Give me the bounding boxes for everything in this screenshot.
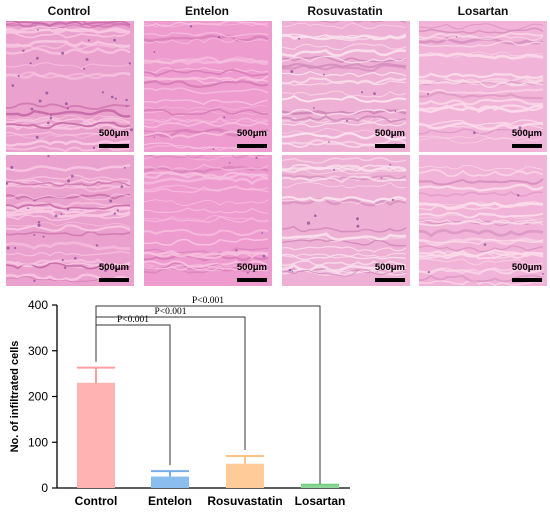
- histology-panel-control-1: 500μm: [6, 21, 134, 152]
- scale-label: 500μm: [98, 262, 129, 273]
- y-tick-label: 0: [41, 481, 48, 495]
- histology-panel-losartan-2: 500μm: [419, 155, 547, 286]
- scale-label: 500μm: [236, 262, 267, 273]
- scale-bar: [237, 278, 267, 282]
- scale-bar: [375, 278, 405, 282]
- column-title-rosuvastatin: Rosuvastatin: [307, 4, 383, 18]
- tissue-texture: [419, 155, 547, 286]
- y-tick-label: 100: [28, 435, 48, 449]
- scale-label: 500μm: [374, 262, 405, 273]
- column-title-control: Control: [47, 4, 91, 18]
- y-axis-label: No. of infiltrated cells: [9, 341, 21, 453]
- histology-panel-losartan-1: 500μm: [419, 21, 547, 152]
- x-tick-label: Control: [75, 494, 118, 508]
- p-value-label: P<0.001: [192, 296, 224, 306]
- p-value-label: P<0.001: [154, 307, 186, 317]
- scale-bar: [512, 278, 542, 282]
- tissue-texture: [282, 21, 410, 152]
- x-tick-label: Entelon: [148, 494, 192, 508]
- histology-panel-rosuvastatin-2: 500μm: [282, 155, 410, 286]
- infiltrated-cells-bar-chart: 0 100 200 300 400 No. of infiltrated cells Con…: [9, 296, 350, 508]
- x-tick-label: Losartan: [295, 494, 346, 508]
- bar-rosuvastatin: [226, 463, 264, 488]
- column-title-losartan: Losartan: [457, 4, 509, 18]
- y-tick-label: 400: [28, 298, 48, 312]
- scale-label: 500μm: [98, 128, 129, 139]
- tissue-texture: [144, 155, 272, 286]
- tissue-texture: [419, 21, 547, 152]
- y-tick-label: 300: [28, 344, 48, 358]
- significance-bracket: [95, 305, 321, 484]
- scale-label: 500μm: [236, 128, 267, 139]
- tissue-texture: [6, 155, 134, 286]
- scale-bar: [99, 144, 129, 148]
- scale-label: 500μm: [511, 128, 542, 139]
- scale-label: 500μm: [511, 262, 542, 273]
- histology-panel-rosuvastatin-1: 500μm: [282, 21, 410, 152]
- bar-losartan: [301, 485, 339, 488]
- scale-label: 500μm: [374, 128, 405, 139]
- scale-bar: [237, 144, 267, 148]
- tissue-texture: [144, 21, 272, 152]
- histology-panel-entelon-2: 500μm: [144, 155, 272, 286]
- tissue-texture: [282, 155, 410, 286]
- bar-entelon: [151, 476, 189, 488]
- p-value-label: P<0.001: [117, 315, 149, 325]
- tissue-texture: [6, 21, 134, 152]
- bar-control: [77, 382, 115, 488]
- x-tick-label: Rosuvastatin: [207, 494, 282, 508]
- y-tick-label: 200: [28, 390, 48, 404]
- scale-bar: [375, 144, 405, 148]
- column-title-entelon: Entelon: [185, 4, 229, 18]
- histology-panel-entelon-1: 500μm: [144, 21, 272, 152]
- scale-bar: [99, 278, 129, 282]
- scale-bar: [512, 144, 542, 148]
- histology-panel-control-2: 500μm: [6, 155, 134, 286]
